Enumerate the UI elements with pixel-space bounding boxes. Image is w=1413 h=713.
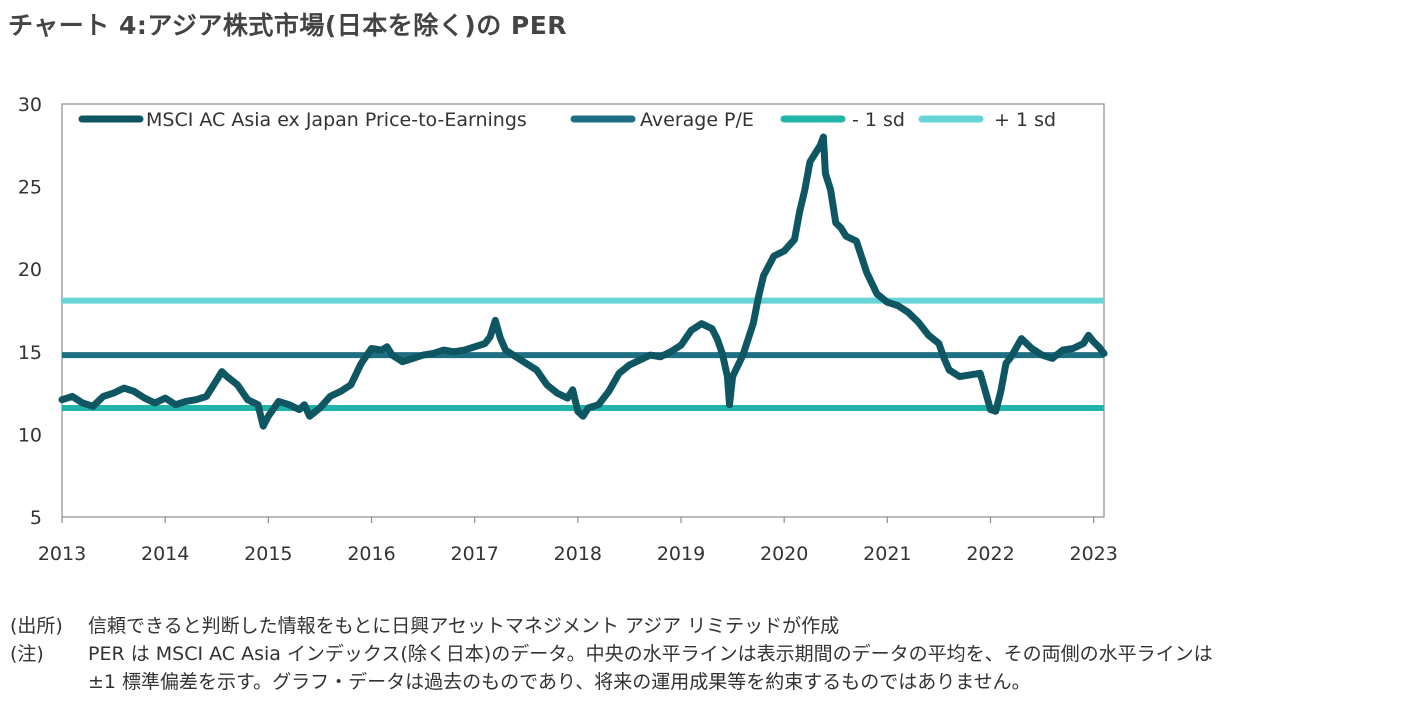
legend-label-minus-sd: - 1 sd	[852, 109, 905, 131]
note-source-text: 信頼できると判断した情報をもとに日興アセットマネジメント アジア リミテッドが作…	[88, 615, 840, 637]
x-tick-label: 2023	[1070, 543, 1118, 565]
chart-title: チャート 4:アジア株式市場(日本を除く)の PER	[8, 11, 568, 40]
plot-area-frame	[61, 103, 1105, 518]
note-remark-label: (注)	[10, 643, 44, 665]
x-tick-label: 2013	[38, 543, 86, 565]
y-tick-label: 20	[18, 259, 42, 281]
note-remark-continued-label	[10, 668, 88, 696]
legend-label-per: MSCI AC Asia ex Japan Price-to-Earnings	[146, 109, 527, 131]
reference-lines	[62, 297, 1104, 411]
note-remark-continued-text: ±1 標準偏差を示す。グラフ・データは過去のものであり、将来の運用成果等を約束す…	[88, 671, 1031, 693]
per-line-chart: 5 10 15 20 25 30 2013 2014 2015 2016 2017 2018 2019…	[18, 94, 1118, 565]
x-tick-label: 2020	[760, 543, 808, 565]
note-remark-continued: ±1 標準偏差を示す。グラフ・データは過去のものであり、将来の運用成果等を約束す…	[10, 668, 1213, 696]
x-tick-label: 2021	[863, 543, 911, 565]
note-remark-text: PER は MSCI AC Asia インデックス(除く日本)のデータ。中央の水…	[88, 643, 1213, 665]
legend: MSCI AC Asia ex Japan Price-to-Earnings …	[78, 109, 1056, 131]
x-tick-label: 2015	[244, 543, 292, 565]
x-tick-label: 2016	[347, 543, 395, 565]
y-tick-label: 5	[30, 507, 42, 529]
y-tick-label: 10	[18, 424, 42, 446]
x-tick-label: 2017	[450, 543, 498, 565]
y-tick-label: 30	[18, 94, 42, 116]
legend-label-plus-sd: + 1 sd	[994, 109, 1056, 131]
x-tick-label: 2022	[966, 543, 1014, 565]
y-axis: 5 10 15 20 25 30	[18, 94, 42, 529]
y-tick-label: 15	[18, 342, 42, 364]
x-tick-label: 2014	[141, 543, 189, 565]
note-remark: (注) PER は MSCI AC Asia インデックス(除く日本)のデータ。…	[10, 640, 1213, 668]
y-tick-label: 25	[18, 177, 42, 199]
footnotes: (出所) 信頼できると判断した情報をもとに日興アセットマネジメント アジア リミ…	[10, 612, 1213, 696]
x-tick-label: 2018	[554, 543, 602, 565]
per-series-line	[58, 133, 1108, 430]
x-axis: 2013 2014 2015 2016 2017 2018 2019 2020 2021 2022…	[38, 517, 1118, 565]
legend-label-average: Average P/E	[640, 109, 754, 131]
note-source: (出所) 信頼できると判断した情報をもとに日興アセットマネジメント アジア リミ…	[10, 612, 1213, 640]
note-source-label: (出所)	[10, 615, 63, 637]
x-tick-label: 2019	[657, 543, 705, 565]
